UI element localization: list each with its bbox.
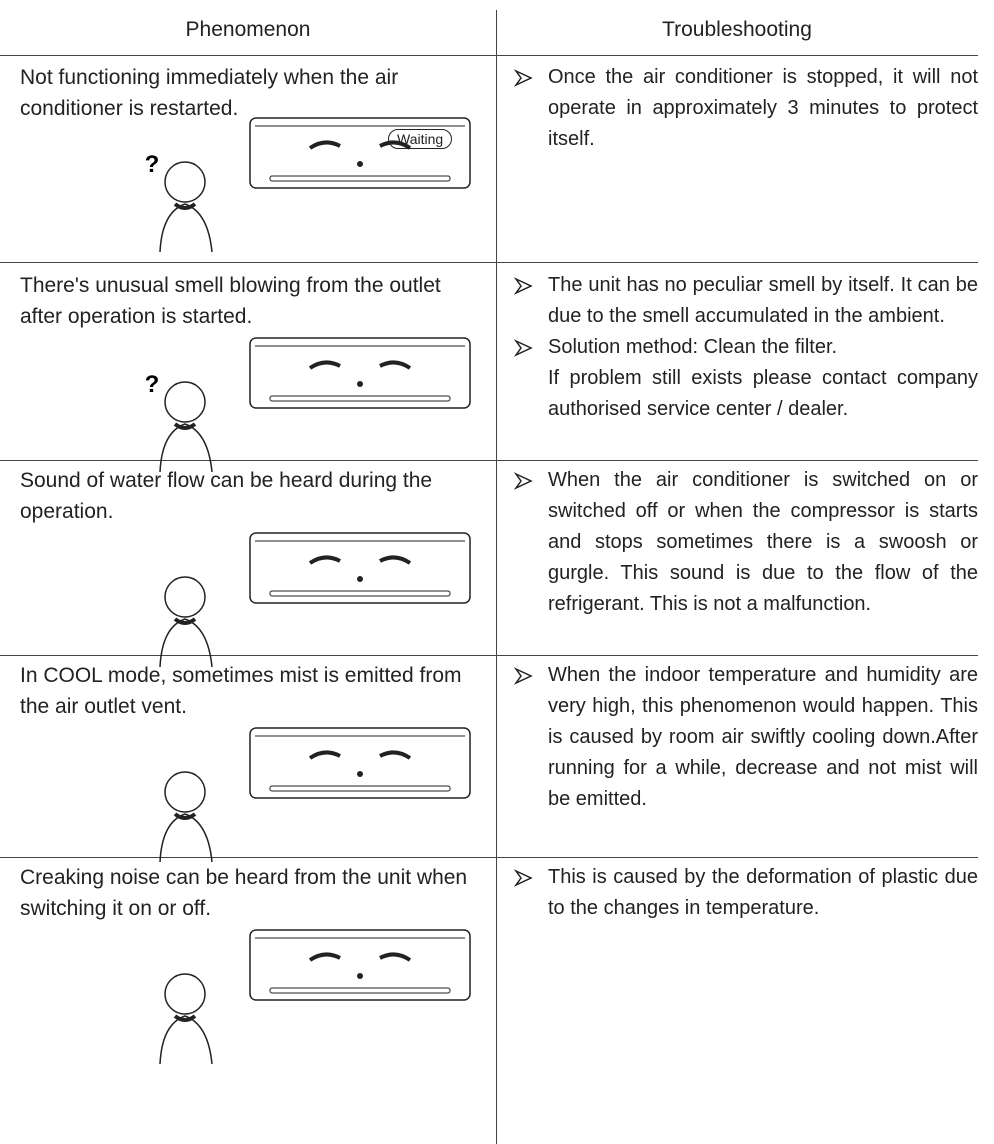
bullet-arrow <box>514 869 533 887</box>
phenomenon: Sound of water flow can be heard during … <box>20 469 433 523</box>
question: ? <box>145 371 160 398</box>
illustration: ? <box>145 113 471 252</box>
phenomenon: In COOL mode, sometimes mist is emitted … <box>20 664 462 718</box>
column-header: Troubleshooting <box>662 18 812 41</box>
illustration <box>159 929 471 1064</box>
phenomenon: There's unusual smell blowing from the o… <box>20 274 441 328</box>
troubleshooting-note: If problem still exists please contact c… <box>548 367 978 420</box>
header-rule <box>0 55 978 56</box>
question: ? <box>145 151 160 178</box>
column-divider <box>496 10 497 1144</box>
troubleshooting-item: Once the air conditioner is stopped, it … <box>548 66 978 150</box>
bubble: Waiting <box>388 129 453 149</box>
troubleshooting-item: This is caused by the deformation of pla… <box>548 866 978 919</box>
row-rule <box>0 655 978 656</box>
illustration <box>159 532 471 667</box>
bullet-arrow <box>514 472 533 490</box>
troubleshooting-item: When the air conditioner is switched on … <box>548 469 978 615</box>
row-rule <box>0 460 978 461</box>
troubleshooting-item: The unit has no peculiar smell by itself… <box>548 274 978 327</box>
row-rule <box>0 857 978 858</box>
illustration: ? <box>145 337 471 472</box>
column-header: Phenomenon <box>185 18 311 41</box>
bullet-arrow <box>514 667 533 685</box>
bullet-arrow <box>514 277 533 295</box>
phenomenon: Not functioning immediately when the air… <box>20 66 399 120</box>
phenomenon: Creaking noise can be heard from the uni… <box>20 866 468 920</box>
illustration <box>159 727 471 862</box>
bullet-arrow <box>514 339 533 357</box>
row-rule <box>0 262 978 263</box>
bullet-arrow <box>514 69 533 87</box>
bubble-shape <box>422 113 424 115</box>
troubleshooting-item: Solution method: Clean the filter. <box>548 336 838 358</box>
troubleshooting-item: When the indoor temperature and humidity… <box>548 664 978 810</box>
